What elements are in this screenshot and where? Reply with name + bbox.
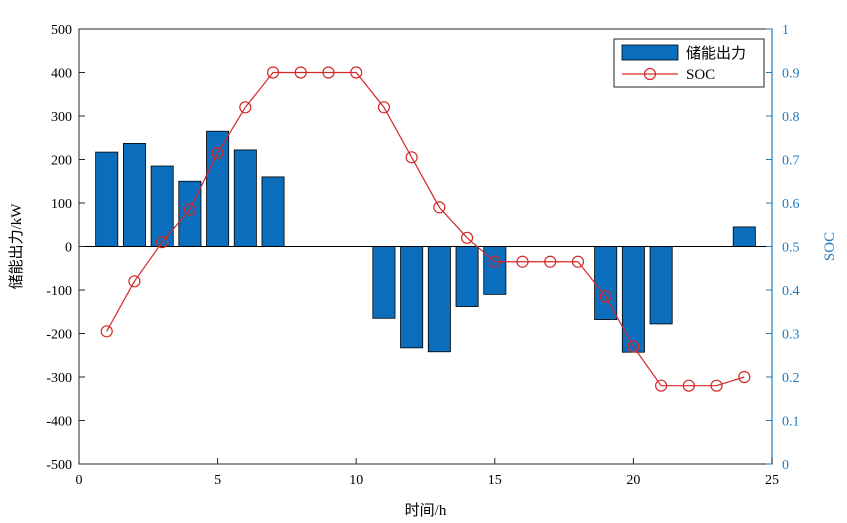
x-tick-label: 25 — [765, 473, 779, 488]
right-tick-label: 0.9 — [782, 67, 800, 82]
right-tick-label: 0.2 — [782, 371, 800, 386]
soc-point-hour-11 — [377, 101, 391, 114]
soc-point-hour-22 — [682, 379, 695, 392]
bar-hour-19 — [594, 246, 618, 320]
soc-point-hour-3 — [156, 236, 169, 249]
left-tick-label: -400 — [46, 415, 72, 430]
bar-hour-15 — [483, 246, 507, 295]
soc-point-hour-18 — [571, 255, 585, 268]
x-tick-label: 15 — [488, 473, 502, 488]
right-tick-label: 0.5 — [782, 241, 800, 256]
soc-point-hour-15 — [488, 255, 501, 268]
legend-bar-swatch — [621, 44, 679, 61]
soc-point-hour-20 — [627, 340, 640, 353]
soc-point-hour-1 — [100, 325, 113, 338]
soc-point-hour-13 — [433, 201, 446, 214]
soc-point-hour-8 — [294, 66, 307, 79]
left-tick-label: 0 — [65, 241, 72, 256]
soc-point-hour-5 — [211, 146, 224, 160]
left-tick-label: 200 — [51, 154, 72, 169]
soc-point-hour-16 — [516, 255, 529, 268]
left-tick-label: -200 — [46, 328, 72, 343]
bar-hour-1 — [95, 151, 119, 247]
legend-line-marker — [643, 67, 657, 81]
soc-point-hour-10 — [350, 66, 363, 79]
bar-hour-11 — [372, 246, 396, 319]
left-tick-label: -500 — [46, 458, 72, 473]
legend: 储能出力 SOC — [613, 38, 765, 88]
x-tick-label: 0 — [76, 473, 83, 488]
soc-point-hour-6 — [239, 101, 252, 114]
soc-line-group — [100, 66, 751, 392]
right-tick-label: 0.6 — [782, 197, 800, 212]
bar-hour-21 — [649, 246, 673, 325]
right-tick-label: 0 — [782, 458, 789, 473]
soc-point-hour-17 — [544, 255, 557, 268]
left-tick-label: 400 — [51, 67, 72, 82]
soc-point-hour-2 — [128, 275, 141, 288]
left-tick-label: -100 — [46, 284, 72, 299]
right-tick-label: 0.3 — [782, 328, 800, 343]
soc-point-hour-19 — [599, 290, 612, 303]
soc-point-hour-24 — [738, 370, 751, 384]
soc-point-hour-9 — [322, 66, 335, 79]
soc-point-hour-4 — [183, 203, 196, 216]
bar-hour-13 — [427, 246, 451, 353]
soc-point-hour-23 — [710, 379, 723, 392]
bar-hour-24 — [732, 226, 756, 247]
legend-label-storage: 储能出力 — [686, 45, 746, 62]
right-tick-label: 0.1 — [782, 415, 800, 430]
bar-hour-3 — [150, 165, 174, 247]
bar-hour-2 — [122, 143, 146, 247]
left-axis-title: 储能出力/kW — [8, 203, 25, 290]
soc-polyline — [106, 71, 745, 387]
right-tick-label: 0.7 — [782, 154, 800, 169]
bar-hour-7 — [261, 176, 285, 247]
x-tick-label: 5 — [214, 473, 221, 488]
legend-label-soc: SOC — [686, 67, 715, 83]
x-tick-label: 20 — [626, 473, 640, 488]
soc-point-hour-21 — [655, 379, 668, 392]
x-axis: 0 5 10 15 20 25 — [76, 458, 779, 488]
left-tick-label: 100 — [51, 197, 72, 212]
left-tick-label: -300 — [46, 371, 72, 386]
right-axis: 1 0.9 0.8 0.7 0.6 0.5 0.4 0.3 0.2 0.1 0 — [766, 23, 800, 473]
bar-hour-20 — [621, 246, 645, 353]
soc-point-hour-14 — [460, 231, 474, 244]
right-tick-label: 0.4 — [782, 284, 800, 299]
soc-point-hour-12 — [405, 151, 418, 164]
right-tick-label: 1 — [782, 23, 789, 38]
x-tick-label: 10 — [349, 473, 363, 488]
soc-point-hour-7 — [266, 66, 280, 79]
left-tick-label: 300 — [51, 110, 72, 125]
x-axis-title: 时间/h — [405, 502, 447, 519]
right-tick-label: 0.8 — [782, 110, 800, 125]
bars-group — [95, 130, 756, 353]
bar-hour-6 — [233, 149, 257, 247]
left-axis: 500 400 300 200 100 0 -100 -200 -300 -400 -500 — [46, 23, 85, 473]
bar-hour-14 — [455, 246, 479, 307]
bar-hour-4 — [178, 180, 202, 247]
bar-hour-5 — [206, 130, 230, 247]
left-tick-label: 500 — [51, 23, 72, 38]
right-axis-title: SOC — [822, 232, 838, 261]
bar-hour-12 — [400, 246, 424, 349]
